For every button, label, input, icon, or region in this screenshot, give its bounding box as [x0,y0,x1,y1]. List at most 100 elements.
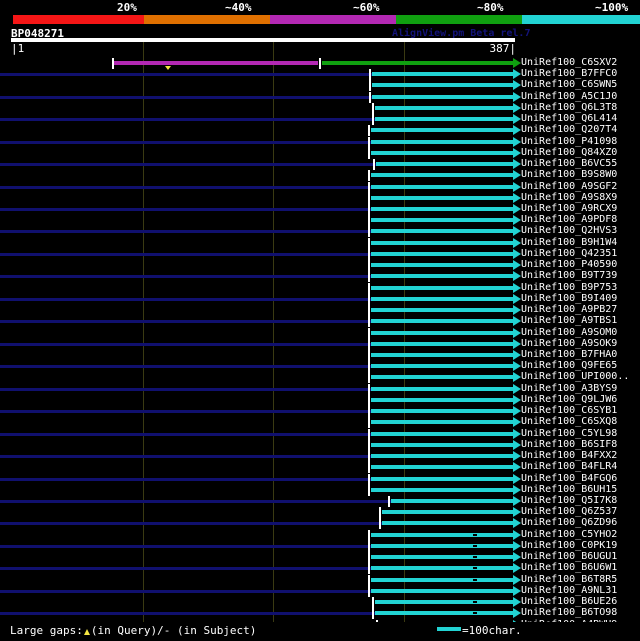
table-row[interactable]: UniRef100_B9I409 [0,293,640,305]
hsp-bar-0[interactable] [371,150,513,155]
hsp-bar-0[interactable] [371,420,513,425]
hit-label-link[interactable]: UniRef100_A9S8X9 [521,191,618,203]
hit-label-link[interactable]: UniRef100_C5YL98 [521,427,618,439]
hsp-bar-0[interactable] [371,386,513,391]
hit-label-link[interactable]: UniRef100_C6SWN5 [521,79,618,91]
hit-label-link[interactable]: UniRef100_B6UH15 [521,483,618,495]
table-row[interactable]: UniRef100_C0PK19 [0,539,640,552]
hsp-bar-0[interactable] [371,487,513,492]
table-row[interactable]: UniRef100_A9NL31 [0,585,640,597]
hsp-bar-0[interactable] [371,195,513,200]
hit-label-link[interactable]: UniRef100_B4FLR4 [521,461,618,473]
table-row[interactable]: UniRef100_B9T739 [0,270,640,283]
hsp-bar-0[interactable] [371,296,513,301]
hsp-bar-0[interactable] [371,532,513,537]
table-row[interactable]: UniRef100_C6SWN5 [0,79,640,92]
table-row[interactable]: UniRef100_B6T8R5 [0,573,640,586]
hsp-bar-0[interactable] [376,162,513,167]
hsp-bar-0[interactable] [371,319,513,324]
table-row[interactable]: UniRef100_B6UH15 [0,483,640,496]
hit-label-link[interactable]: UniRef100_B9T739 [521,270,618,282]
hsp-bar-0[interactable] [371,555,513,560]
table-row[interactable]: UniRef100_A9SGF2 [0,181,640,193]
table-row[interactable]: UniRef100_B6UE26 [0,596,640,609]
hit-label-link[interactable]: UniRef100_A9RCX9 [521,202,618,214]
hit-label-link[interactable]: UniRef100_Q9FE65 [521,360,618,372]
hsp-bar-0[interactable] [371,397,513,402]
hsp-bar-0[interactable] [371,577,513,582]
table-row[interactable]: UniRef100_A9SOM0 [0,326,640,339]
hsp-bar-0[interactable] [382,521,513,526]
table-row[interactable]: UniRef100_B7FHA0 [0,348,640,361]
hit-label-link[interactable]: UniRef100_P41098 [521,135,618,147]
hsp-bar-0[interactable] [391,498,513,503]
hsp-bar-0[interactable] [112,61,318,65]
hsp-bar-0[interactable] [371,409,513,414]
table-row[interactable]: UniRef100_C6SXQ8 [0,416,640,429]
hsp-bar-0[interactable] [371,431,513,436]
hsp-bar-0[interactable] [371,375,513,380]
table-row[interactable]: UniRef100_A9RCX9 [0,202,640,215]
table-row[interactable]: UniRef100_Q6ZD96 [0,517,640,530]
hit-label-link[interactable]: UniRef100_A9SOM0 [521,326,618,338]
table-row[interactable]: UniRef100_B6UGU1 [0,551,640,564]
table-row[interactable]: UniRef100_Q84XZ0 [0,147,640,159]
hsp-bar-0[interactable] [371,218,513,223]
table-row[interactable]: UniRef100_Q2HVS3 [0,225,640,238]
hsp-bar-0[interactable] [371,251,513,256]
hit-label-link[interactable]: UniRef100_A9PB27 [521,304,618,316]
table-row[interactable]: UniRef100_P40590 [0,259,640,272]
table-row[interactable]: UniRef100_A5C1J0 [0,91,640,103]
table-row[interactable]: UniRef100_Q207T4 [0,124,640,137]
hit-label-link[interactable]: UniRef100_Q6L414 [521,113,618,125]
table-row[interactable]: UniRef100_B4FLR4 [0,461,640,474]
hit-label-link[interactable]: UniRef100_B7FHA0 [521,348,618,360]
hit-label-link[interactable]: UniRef100_C6SXQ8 [521,416,618,428]
hit-label-link[interactable]: UniRef100_B9H1W4 [521,236,618,248]
hsp-bar-0[interactable] [375,611,513,616]
table-row[interactable]: UniRef100_A9PB27 [0,304,640,317]
table-row[interactable]: UniRef100_C5YL98 [0,427,640,440]
hsp-bar-0[interactable] [371,330,513,335]
hit-label-link[interactable]: UniRef100_B6T8R5 [521,573,618,585]
table-row[interactable]: UniRef100_B4FXX2 [0,450,640,463]
hit-label-link[interactable]: UniRef100_C5YHO2 [521,528,618,540]
hsp-bar-0[interactable] [372,83,513,88]
table-row[interactable]: UniRef100_UPI000.. [0,371,640,384]
table-row[interactable]: UniRef100_Q5I7K8 [0,495,640,507]
hsp-bar-0[interactable] [371,240,513,245]
hit-label-link[interactable]: UniRef100_B6TO98 [521,607,618,619]
hit-label-link[interactable]: UniRef100_A9TBS1 [521,315,618,327]
hsp-bar-0[interactable] [371,263,513,268]
hsp-bar-0[interactable] [371,476,513,481]
hsp-bar-0[interactable] [371,543,513,548]
hit-label-link[interactable]: UniRef100_B6U6W1 [521,562,618,574]
table-row[interactable]: UniRef100_B6VC55 [0,158,640,171]
hsp-bar-0[interactable] [371,341,513,346]
table-row[interactable]: UniRef100_B6U6W1 [0,562,640,575]
hsp-bar-1[interactable] [322,61,513,65]
table-row[interactable]: UniRef100_A9SOK9 [0,338,640,350]
hit-label-link[interactable]: UniRef100_Q6Z537 [521,506,618,518]
hsp-bar-0[interactable] [371,274,513,279]
hsp-bar-0[interactable] [375,600,513,605]
hit-label-link[interactable]: UniRef100_C0PK19 [521,539,618,551]
hsp-bar-0[interactable] [371,173,513,178]
hsp-bar-0[interactable] [371,128,513,133]
hsp-bar-0[interactable] [371,442,513,447]
hit-label-link[interactable]: UniRef100_Q6L3T8 [521,101,618,113]
table-row[interactable]: UniRef100_B9P753 [0,281,640,294]
table-row[interactable]: UniRef100_A9PDF8 [0,214,640,227]
hit-label-link[interactable]: UniRef100_B6UGU1 [521,551,618,563]
hit-label-link[interactable]: UniRef100_Q9LJW6 [521,393,618,405]
hit-label-link[interactable]: UniRef100_C6SXV2 [521,57,618,68]
hsp-bar-0[interactable] [371,229,513,234]
hit-label-link[interactable]: UniRef100_B9P753 [521,281,618,293]
hit-label-link[interactable]: UniRef100_Q2HVS3 [521,225,618,237]
hsp-bar-0[interactable] [371,465,513,470]
hit-label-link[interactable]: UniRef100_B4FXX2 [521,450,618,462]
hsp-bar-0[interactable] [371,364,513,369]
hit-label-link[interactable]: UniRef100_B6VC55 [521,158,618,170]
hsp-bar-0[interactable] [375,117,513,122]
table-row[interactable]: UniRef100_A9S8X9 [0,191,640,204]
